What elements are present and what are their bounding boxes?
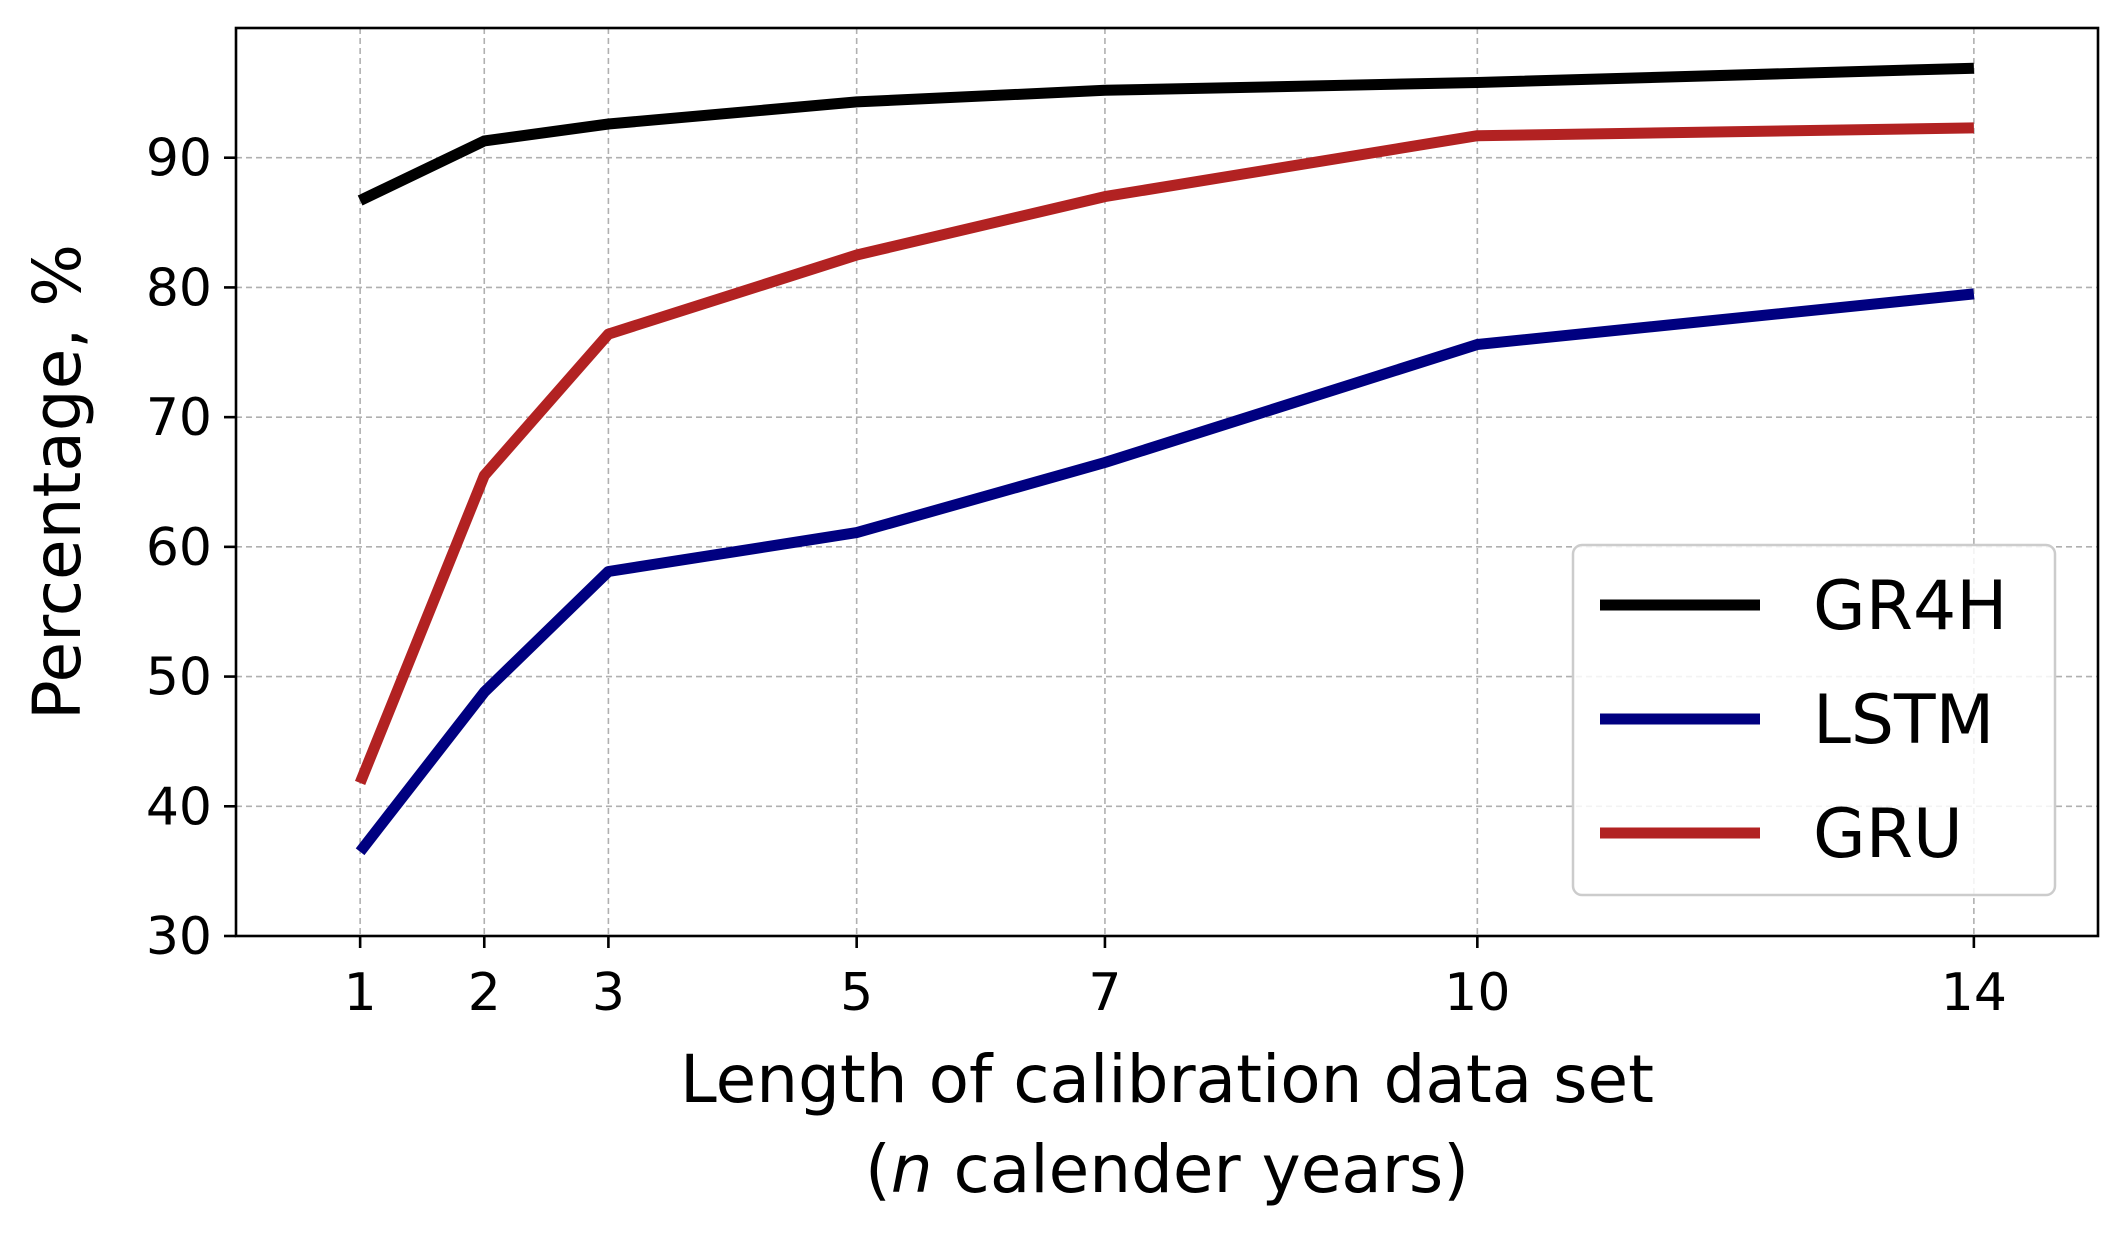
axis-ticks: 1 2 3 5 7 10 14 30 40 50 60 70 80 90 (146, 129, 2007, 1023)
y-tick-label: 80 (146, 258, 212, 318)
legend-label-gru: GRU (1813, 795, 1963, 874)
x-tick-label: 14 (1941, 963, 2007, 1023)
legend-label-lstm: LSTM (1813, 681, 1994, 760)
y-tick-label: 40 (146, 777, 212, 837)
series-line-lstm (355, 288, 1975, 856)
x-tick-label: 5 (840, 963, 873, 1023)
x-tick-label: 2 (468, 963, 501, 1023)
legend-box (1571, 543, 2057, 897)
legend: GR4H LSTM GRU (1571, 543, 2057, 897)
y-tick-label: 50 (146, 648, 212, 708)
x-tick-label: 7 (1088, 963, 1121, 1023)
x-axis-label-open: ( (865, 1131, 891, 1208)
legend-label-gr4h: GR4H (1813, 567, 2007, 646)
series-line-gru (355, 122, 1974, 785)
x-axis-label-unit: (n calender years) (865, 1131, 1469, 1208)
series-lines (355, 62, 1975, 856)
y-tick-label: 90 (146, 129, 212, 189)
y-tick-label: 70 (146, 388, 212, 448)
x-axis-label-rest: calender years) (933, 1131, 1469, 1208)
y-axis-label: Percentage, % (19, 244, 96, 720)
series-line-gr4h (357, 62, 1975, 206)
plot-frame (234, 26, 2100, 938)
y-tick-label: 60 (146, 518, 212, 578)
y-tick-label: 30 (146, 907, 212, 967)
x-tick-label: 10 (1444, 963, 1510, 1023)
x-axis-label-variable: n (891, 1131, 933, 1208)
x-tick-label: 1 (344, 963, 377, 1023)
x-axis-label: Length of calibration data set (680, 1041, 1654, 1118)
x-tick-label: 3 (592, 963, 625, 1023)
